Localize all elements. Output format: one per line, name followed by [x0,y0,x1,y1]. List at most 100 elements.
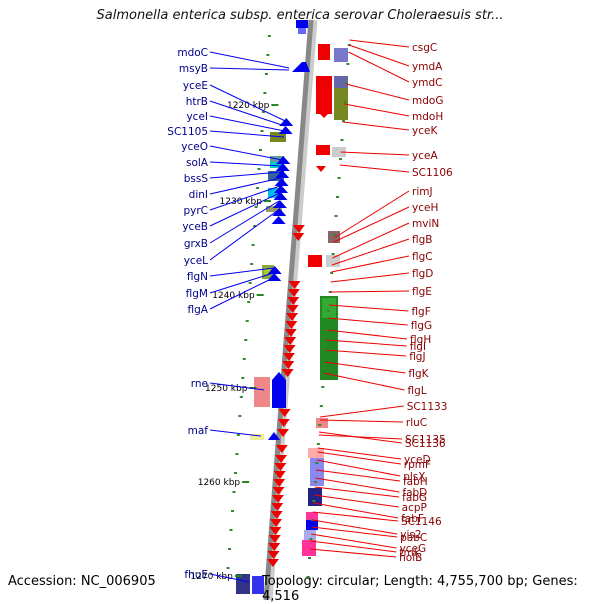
gene-label-right[interactable]: rluC [319,417,427,429]
gene-label-right[interactable]: flgE [329,286,432,298]
gene-label-left[interactable]: mdoC [177,47,290,69]
gene-label-right[interactable]: pabC [311,526,428,544]
gene-label-right[interactable]: flgD [330,268,434,283]
gene-label-right[interactable]: flgG [327,317,432,332]
gene-label-right[interactable]: flgF [328,304,431,318]
gene-label-left[interactable]: yceE [183,80,286,122]
gene-label-right[interactable]: mdoH [344,103,443,123]
gene-name[interactable]: flgA [188,304,209,316]
gene-name[interactable]: ymdA [412,61,443,73]
gene-label-right[interactable]: acpP [314,494,427,514]
gene-name[interactable]: yceK [412,125,438,137]
gene-name[interactable]: mdoC [177,47,208,59]
gene-name[interactable]: ymdC [412,77,442,89]
gene-name[interactable]: pabC [400,532,427,544]
gene-name[interactable]: fabF [401,513,424,525]
gene-label-left[interactable]: flgM [186,272,274,300]
gene-name[interactable]: flgN [187,271,208,283]
gene-name[interactable]: rluC [406,417,427,429]
gene-name[interactable]: plsX [403,471,425,483]
gene-name[interactable]: yceO [181,141,208,153]
gene-label-left[interactable]: dinI [189,177,281,201]
gene-label-left[interactable]: flgN [187,267,274,283]
gene-name[interactable]: mdoG [412,95,443,107]
gene-name[interactable]: SC1146 [401,516,442,528]
gene-label-left[interactable]: fhuE [184,569,250,583]
gene-name[interactable]: flgM [186,288,208,300]
gene-name[interactable]: grxB [184,238,208,250]
gene-name[interactable]: rpmF [404,459,431,471]
gene-name[interactable]: flgG [411,320,432,332]
gene-name[interactable]: yceA [412,150,438,162]
gene-name[interactable]: fabG [402,492,427,504]
left-gene-labels[interactable]: mdoC msyB yceE htrB yceI SC1105 yceO solA bssS di… [167,47,290,583]
gene-label-left[interactable]: yceI [186,111,285,132]
gene-name[interactable]: SC1136 [405,438,446,450]
gene-label-right[interactable]: fabF [313,502,424,525]
gene-name[interactable]: dinI [189,189,208,201]
gene-name[interactable]: yis2 [400,529,421,541]
gene-label-right[interactable]: SC1106 [339,164,453,179]
gene-label-left[interactable]: yceB [182,192,280,233]
gene-name[interactable]: csgC [412,42,437,54]
gene-label-right[interactable]: SC1146 [312,511,442,528]
gene-label-right[interactable]: fabG [314,486,427,504]
gene-name[interactable]: mviN [412,218,439,230]
gene-name[interactable]: fhuE [184,569,208,581]
gene-name[interactable]: flgB [412,234,432,246]
gene-name[interactable]: yceG [400,543,427,555]
gene-name[interactable]: acpP [402,502,427,514]
gene-name[interactable]: maf [188,425,209,437]
gene-label-right[interactable]: flgL [323,372,427,397]
gene-label-right[interactable]: rimJ [333,186,433,239]
gene-label-right[interactable]: ymdC [348,51,443,89]
gene-name[interactable]: yceH [412,202,438,214]
gene-label-right[interactable]: yceK [343,121,438,137]
gene-name[interactable]: yceE [183,80,208,92]
gene-label-left[interactable]: htrB [186,96,285,127]
gene-label-right[interactable]: yceD [317,447,431,466]
gene-label-right[interactable]: yceH [333,202,439,243]
gene-name[interactable]: flgL [408,385,427,397]
gene-label-right[interactable]: flgB [331,234,432,266]
gene-label-left[interactable]: solA [186,157,282,169]
gene-name[interactable]: mdoH [412,111,443,123]
right-gene-labels[interactable]: csgC ymdA ymdC mdoG mdoH yceK yceA SC1106 rimJ yc… [309,39,453,564]
gene-label-right[interactable]: holB [309,548,422,564]
gene-name[interactable]: flgH [410,334,431,346]
gene-label-right[interactable]: csgC [349,39,437,54]
gene-label-right[interactable]: plsX [316,459,426,483]
gene-label-left[interactable]: flgA [188,277,274,316]
gene-label-right[interactable]: SC1135 [318,434,446,446]
gene-label-right[interactable]: rpmF [317,451,431,471]
gene-name[interactable]: fabH [403,476,428,488]
gene-name[interactable]: tmk [399,547,420,559]
gene-label-left[interactable]: maf [188,425,261,437]
gene-name[interactable]: yceD [404,454,431,466]
gene-label-left[interactable]: yceO [181,141,283,161]
gene-label-right[interactable]: mviN [332,218,440,259]
gene-name[interactable]: flgC [412,251,433,263]
gene-name[interactable]: solA [186,157,209,169]
gene-name[interactable]: SC1106 [412,167,453,179]
gene-name[interactable]: fabD [402,487,427,499]
gene-label-right[interactable]: fabD [315,477,427,499]
gene-name[interactable]: bssS [184,173,209,185]
gene-name[interactable]: holB [399,552,422,564]
gene-label-right[interactable]: tmk [310,540,421,559]
gene-name[interactable]: htrB [186,96,208,108]
gene-label-right[interactable]: flgH [326,329,431,346]
gene-label-right[interactable]: flgK [324,361,430,380]
gene-name[interactable]: yceI [186,111,208,123]
gene-name[interactable]: msyB [179,63,208,75]
gene-label-right[interactable]: yceG [311,533,427,555]
gene-label-right[interactable]: SC1133 [320,401,448,418]
gene-name[interactable]: SC1105 [167,126,208,138]
gene-name[interactable]: SC1135 [405,434,446,446]
gene-name[interactable]: rne [191,378,208,390]
gene-name[interactable]: flgI [410,341,426,353]
gene-name[interactable]: SC1133 [407,401,448,413]
gene-label-left[interactable]: pyrC [183,185,281,217]
gene-label-right[interactable]: ymdA [348,44,443,73]
